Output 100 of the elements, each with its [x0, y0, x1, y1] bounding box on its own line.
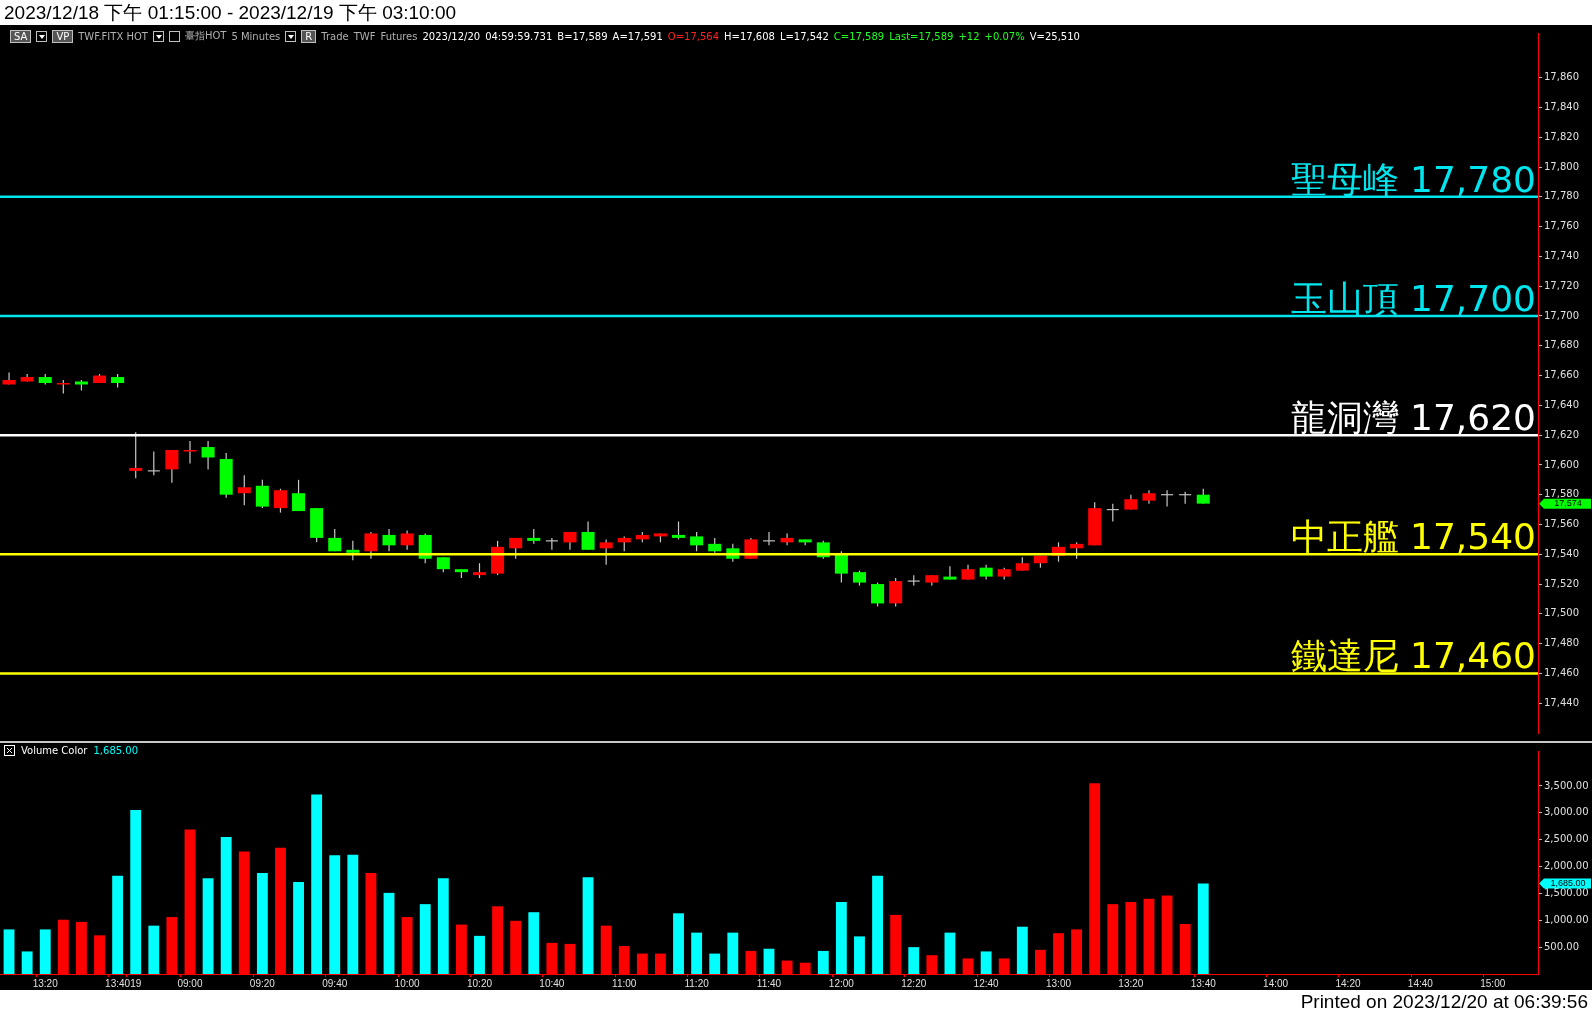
annotation: A=17,591 [612, 30, 663, 42]
annotation: Futures [380, 30, 418, 42]
ref-line-label: 中正艦 17,540 [1290, 516, 1536, 558]
candlestick [201, 440, 215, 470]
candlestick [165, 449, 179, 484]
bar [528, 912, 540, 974]
y-tick-label: 17,580 [1544, 488, 1579, 500]
annotation: 2023/12/20 [422, 30, 481, 42]
y-tick-label: 17,560 [1544, 518, 1579, 530]
annotation: O=17,564 [667, 30, 720, 42]
bar [148, 925, 160, 974]
annotation: C=17,589 [833, 30, 885, 42]
x-tick-label: 09:40 [322, 977, 348, 989]
x-tick-label: 12:40 [973, 977, 1000, 989]
y-tick-label: 17,460 [1544, 667, 1579, 679]
y-tick-label: 17,540 [1544, 547, 1579, 559]
y-tick-label: 17,600 [1544, 458, 1579, 470]
candlestick [129, 431, 143, 479]
chart-title: 2023/12/18 下午 01:15:00 - 2023/12/19 下午 03:10:00 [4, 2, 457, 23]
annotation: L=17,542 [779, 30, 829, 42]
chart-title: Volume Color [21, 745, 88, 756]
bar [329, 855, 341, 974]
candlestick [2, 371, 16, 386]
x-tick-label: 13:00 [1045, 977, 1072, 989]
x-tick-label: 09:00 [177, 977, 203, 989]
text: 17,574 [1554, 498, 1582, 509]
y-tick-label: 17,620 [1544, 428, 1579, 440]
x-tick-label: 11:40 [756, 977, 782, 989]
y-tick-label: 17,860 [1544, 71, 1579, 83]
y-tick-label: 2,500.00 [1544, 833, 1589, 845]
y-tick-label: 17,440 [1544, 696, 1579, 708]
candlestick [364, 531, 378, 560]
annotation: 5 Minutes [231, 30, 281, 42]
annotation: +0.07% [984, 30, 1025, 42]
annotation: Last=17,589 [889, 30, 954, 42]
x-tick-label: 19 [130, 977, 142, 989]
x-tick-label: 11:00 [612, 977, 637, 989]
candlestick [690, 531, 704, 552]
annotation: TWF.FITX HOT [78, 30, 148, 42]
ref-line-label: 龍洞灣 17,620 [1290, 397, 1536, 439]
y-tick-label: 17,740 [1544, 250, 1579, 261]
annotation: SA [10, 29, 32, 43]
bar [112, 875, 124, 974]
bar [419, 904, 431, 974]
x-tick-label: 13:20 [1118, 977, 1144, 989]
candlestick [943, 565, 957, 581]
annotation: H=17,608 [724, 30, 775, 42]
y-tick-label: 17,640 [1544, 398, 1579, 410]
annotation: B=17,589 [557, 30, 608, 42]
annotation: Trade [321, 30, 349, 42]
ref-line-label: 鐵達尼 17,460 [1290, 635, 1536, 677]
annotation: +12 [958, 30, 980, 42]
x-tick-label: 10:00 [394, 977, 421, 989]
candlestick [834, 550, 848, 584]
bar [854, 936, 865, 974]
candlestick [292, 479, 306, 512]
x-tick-label: 14:40 [1407, 977, 1434, 989]
x-tick-label: 14:00 [1263, 977, 1289, 989]
bar [347, 854, 359, 974]
y-tick-label: 17,760 [1544, 220, 1579, 232]
x-tick-label: 09:20 [249, 977, 276, 989]
text: 1,685.00 [1550, 877, 1586, 888]
bar [383, 892, 395, 974]
annotation: R [301, 29, 317, 43]
y-tick-label: 17,840 [1544, 101, 1579, 113]
bar [474, 935, 485, 974]
bar [944, 932, 956, 974]
bar [130, 810, 142, 974]
bar [1016, 926, 1028, 974]
bar [293, 882, 304, 974]
bar [835, 902, 847, 974]
x-tick-label: 10:40 [539, 977, 565, 989]
ref-line-label: 玉山頂 17,700 [1290, 277, 1536, 319]
candlestick [400, 529, 414, 551]
bar [980, 951, 992, 974]
candlestick [599, 538, 613, 566]
x-tick-label: 12:00 [828, 977, 855, 989]
candlestick [889, 577, 903, 607]
bar [202, 878, 214, 974]
y-tick-label: 2,000.00 [1544, 860, 1589, 872]
x-tick-label: 13:40 [1190, 977, 1217, 989]
annotation: V=25,510 [1029, 30, 1080, 42]
ref-line-label: 聖母峰 17,780 [1290, 158, 1536, 200]
y-tick-label: 17,720 [1544, 279, 1579, 291]
x-tick-label: 14:20 [1335, 977, 1361, 989]
bar [3, 929, 15, 974]
bar [39, 929, 51, 974]
candlestick [581, 520, 595, 551]
bar [817, 950, 829, 974]
bar [763, 948, 775, 974]
x-tick-label: 13:20 [32, 977, 59, 989]
y-tick-label: 17,660 [1544, 369, 1579, 381]
bar [437, 878, 449, 974]
bar [673, 913, 684, 974]
bar [220, 836, 232, 974]
candlestick [780, 532, 794, 546]
candlestick [237, 474, 251, 506]
x-tick-label: 15:00 [1480, 977, 1506, 989]
candlestick [273, 488, 287, 514]
y-tick-label: 1,000.00 [1544, 913, 1589, 925]
